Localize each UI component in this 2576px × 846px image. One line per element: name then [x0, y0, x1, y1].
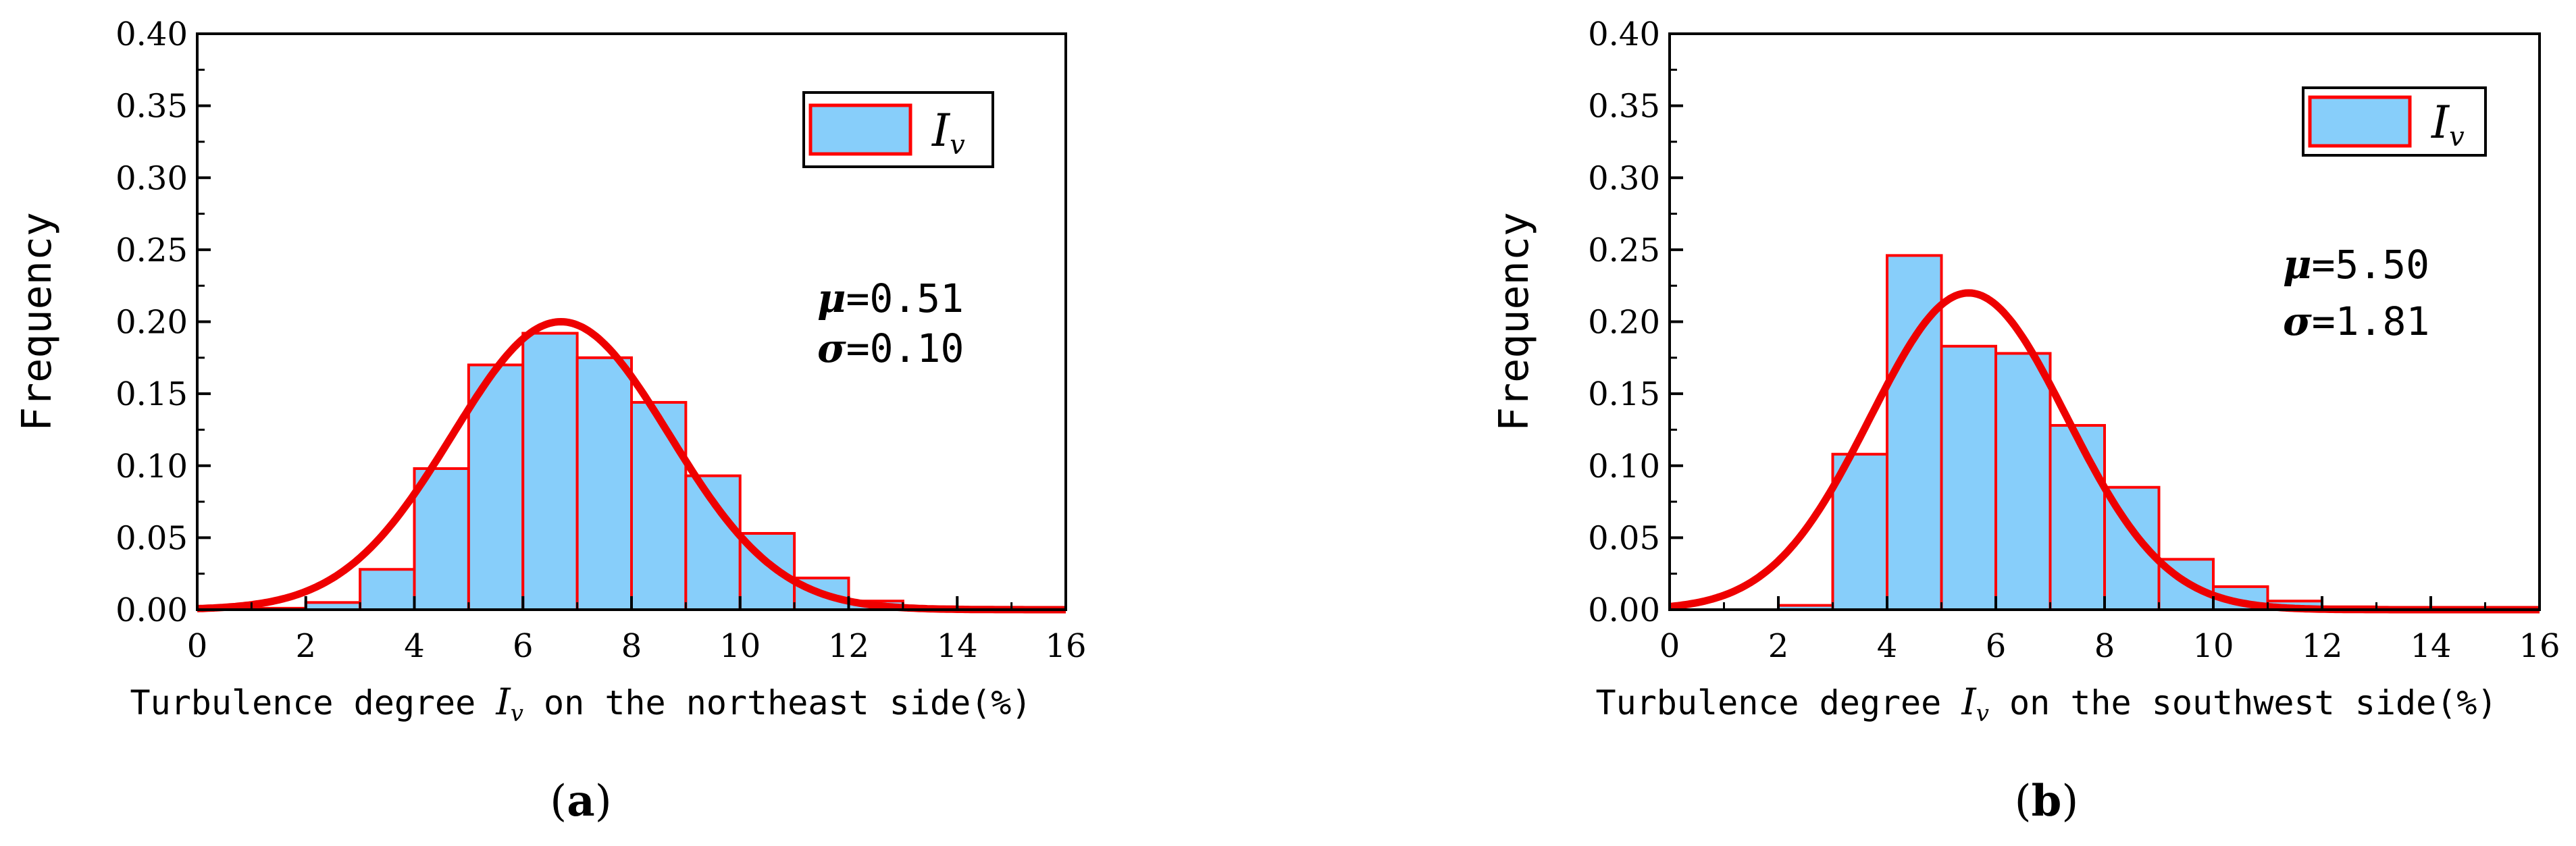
legend-symbol: I	[2431, 97, 2450, 149]
stat-mu: μ=5.50	[2283, 242, 2429, 288]
x-axis-title-suffix: on the southwest side(%)	[1989, 683, 2498, 722]
x-tick-label: 10	[2192, 627, 2234, 665]
x-tick-label: 12	[2301, 627, 2342, 665]
histogram-bar	[1940, 344, 1997, 611]
y-tick-label: 0.20	[115, 304, 188, 342]
panel-label-close: )	[2061, 776, 2078, 826]
y-axis-title: Frequency	[14, 212, 61, 431]
stat-mu: μ=0.51	[817, 275, 964, 321]
panel-label: (a)	[550, 776, 611, 826]
y-tick-label: 0.40	[115, 16, 188, 53]
panel-label-letter: a	[567, 776, 594, 826]
legend: Iv	[802, 91, 994, 168]
panel-label-open: (	[2015, 776, 2032, 826]
x-axis-title: Turbulence degree Iv on the northeast si…	[130, 681, 1032, 727]
y-tick-label: 0.25	[1588, 232, 1660, 269]
histogram-bar	[630, 400, 688, 611]
histogram-bar	[2049, 424, 2106, 611]
mu-value: =0.51	[846, 275, 964, 321]
panel-label-close: )	[595, 776, 612, 826]
y-tick-label: 0.10	[115, 448, 188, 485]
x-tick-label: 6	[1986, 627, 2007, 665]
x-tick-label: 2	[1768, 627, 1789, 665]
x-axis-title-variable: I	[1961, 681, 1977, 723]
y-tick-label: 0.10	[1588, 448, 1660, 485]
x-tick-label: 14	[937, 627, 978, 665]
chart-panel-b: 0.00 0.05 0.10 0.15 0.20 0.25 0.30 0.35 0.40 0 2 4 6…	[1491, 16, 2560, 826]
x-tick-label: 2	[295, 627, 316, 665]
histogram-bar	[521, 332, 579, 611]
x-axis-title-prefix: Turbulence degree	[130, 683, 496, 722]
mu-value: =5.50	[2311, 242, 2429, 288]
y-tick-label: 0.25	[115, 232, 188, 269]
x-axis-title: Turbulence degree Iv on the southwest si…	[1596, 681, 2498, 727]
histogram-bar	[1994, 352, 2052, 611]
histogram-bar	[575, 356, 633, 611]
y-tick-label: 0.20	[1588, 304, 1660, 342]
legend-label: Iv	[931, 105, 965, 161]
sigma-value: =1.81	[2312, 298, 2430, 344]
x-axis-title-suffix: on the northeast side(%)	[523, 683, 1032, 722]
x-axis-title-subscript: v	[511, 700, 523, 727]
x-tick-label: 0	[1659, 627, 1680, 665]
x-axis-title-variable: I	[495, 681, 511, 723]
x-tick-label: 10	[719, 627, 761, 665]
stat-sigma: σ=0.10	[817, 325, 964, 371]
y-tick-label: 0.35	[1588, 88, 1660, 126]
y-tick-label: 0.05	[115, 519, 188, 557]
sigma-symbol: σ	[817, 325, 846, 371]
x-axis-title-prefix: Turbulence degree	[1596, 683, 1962, 722]
x-tick-label: 16	[1045, 627, 1086, 665]
x-axis-title-subscript: v	[1976, 700, 1989, 727]
x-tick-label: 8	[621, 627, 642, 665]
y-tick-label: 0.05	[1588, 519, 1660, 557]
y-tick-label: 0.00	[1588, 591, 1660, 629]
x-tick-label: 8	[2094, 627, 2115, 665]
legend-label: Iv	[2431, 97, 2465, 153]
panel-label-letter: b	[2032, 776, 2062, 826]
y-tick-label: 0.30	[1588, 159, 1660, 197]
y-tick-label: 0.40	[1588, 16, 1660, 53]
y-axis-title: Frequency	[1491, 212, 1538, 431]
x-tick-label: 0	[187, 627, 208, 665]
y-tick-label: 0.35	[115, 88, 188, 126]
y-tick-label: 0.15	[1588, 375, 1660, 413]
sigma-value: =0.10	[846, 325, 964, 371]
stat-sigma: σ=1.81	[2283, 298, 2429, 344]
histogram-bar	[359, 568, 416, 611]
sigma-symbol: σ	[2283, 298, 2312, 344]
x-tick-label: 12	[828, 627, 869, 665]
legend-subscript: v	[2449, 122, 2465, 153]
x-tick-label: 16	[2519, 627, 2560, 665]
x-tick-label: 4	[404, 627, 425, 665]
legend-subscript: v	[950, 130, 965, 161]
chart-panel-a: 0.00 0.05 0.10 0.15 0.20 0.25 0.30 0.35 0.40 0 2 4 6…	[14, 16, 1087, 826]
legend: Iv	[2302, 86, 2487, 157]
legend-swatch	[808, 103, 912, 156]
panel-label-open: (	[550, 776, 567, 826]
y-tick-label: 0.00	[115, 591, 188, 629]
y-tick-label: 0.15	[115, 375, 188, 413]
legend-symbol: I	[931, 105, 951, 157]
x-tick-label: 14	[2410, 627, 2451, 665]
panel-label: (b)	[2015, 776, 2079, 826]
legend-swatch	[2308, 95, 2412, 148]
x-tick-label: 4	[1877, 627, 1898, 665]
mu-symbol: μ	[2283, 242, 2311, 288]
y-tick-label: 0.30	[115, 159, 188, 197]
x-tick-label: 6	[513, 627, 534, 665]
histogram-bar	[413, 467, 470, 612]
mu-symbol: μ	[817, 275, 846, 321]
